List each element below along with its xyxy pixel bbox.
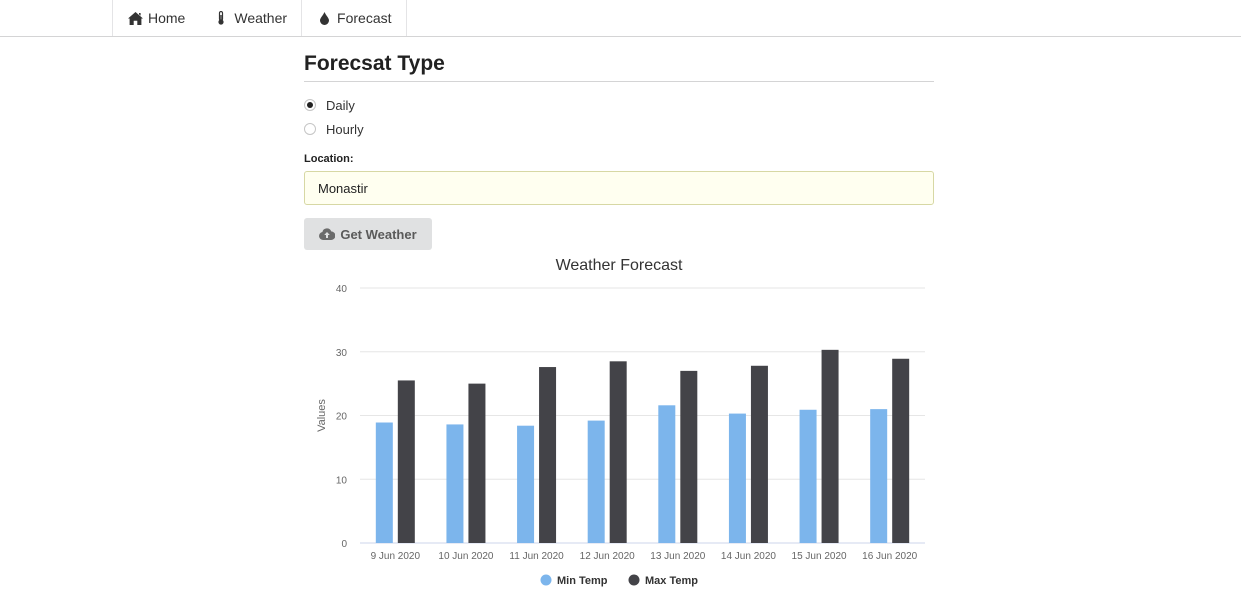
forecast-form: Forecsat Type Daily Hourly Location: Get… (304, 37, 934, 250)
y-tick-label: 20 (336, 412, 348, 423)
bar-max-temp (539, 367, 557, 543)
nav-label-home: Home (148, 10, 186, 26)
nav-item-weather[interactable]: Weather (199, 0, 301, 36)
nav-item-home[interactable]: Home (113, 0, 199, 36)
bar-min-temp (446, 424, 464, 543)
y-tick-label: 40 (336, 284, 348, 295)
page-title: Forecsat Type (304, 51, 934, 82)
radio-hourly-button[interactable] (304, 123, 316, 135)
x-tick-label: 13 Jun 2020 (650, 551, 705, 562)
bar-max-temp (750, 365, 768, 543)
bar-min-temp (587, 420, 605, 543)
bar-max-temp (821, 349, 839, 543)
bar-min-temp (870, 409, 888, 543)
x-tick-label: 10 Jun 2020 (438, 551, 493, 562)
nav-item-forecast[interactable]: Forecast (301, 0, 407, 36)
x-tick-label: 11 Jun 2020 (509, 551, 564, 562)
bar-min-temp (658, 405, 676, 543)
top-navigation: Home Weather Forecast (0, 0, 1241, 37)
x-tick-label: 16 Jun 2020 (862, 551, 917, 562)
y-tick-label: 10 (336, 475, 348, 486)
cloud-upload-icon (319, 228, 336, 240)
legend-marker (628, 574, 640, 586)
chart-svg: Weather Forecast 0 10 20 30 40 Values 9 Jun 202… (316, 257, 925, 587)
bar-max-temp (397, 380, 415, 543)
radio-daily-button[interactable] (304, 99, 316, 111)
nav-label-forecast: Forecast (337, 10, 392, 26)
nav-label-weather: Weather (234, 10, 288, 26)
bar-max-temp (609, 361, 627, 543)
radio-hourly-label: Hourly (326, 121, 364, 137)
home-icon (127, 10, 143, 26)
nav-menu: Home Weather Forecast (112, 0, 407, 36)
y-tick-label: 30 (336, 348, 348, 359)
weather-forecast-chart: Weather Forecast 0 10 20 30 40 Values 9 Jun 202… (304, 250, 934, 599)
bar-max-temp (468, 383, 486, 543)
get-weather-button[interactable]: Get Weather (304, 218, 432, 250)
bar-max-temp (892, 358, 910, 543)
x-tick-label: 14 Jun 2020 (721, 551, 776, 562)
bar-min-temp (375, 422, 393, 543)
bar-max-temp (680, 370, 698, 543)
y-axis-label: Values (316, 399, 328, 432)
y-tick-label: 0 (341, 539, 347, 550)
location-label: Location: (304, 153, 354, 165)
chart-title: Weather Forecast (556, 257, 683, 274)
get-weather-label: Get Weather (340, 226, 417, 242)
radio-daily-label: Daily (326, 97, 355, 113)
droplet-icon (316, 10, 332, 26)
bar-min-temp (799, 409, 817, 543)
legend-marker (540, 574, 552, 586)
location-input[interactable] (304, 171, 934, 205)
x-tick-label: 12 Jun 2020 (580, 551, 635, 562)
x-tick-label: 15 Jun 2020 (792, 551, 847, 562)
radio-daily[interactable]: Daily (304, 93, 934, 117)
forecast-type-radio-group: Daily Hourly (304, 93, 934, 141)
x-tick-label: 9 Jun 2020 (371, 551, 421, 562)
bar-min-temp (728, 413, 746, 543)
bar-min-temp (517, 425, 535, 543)
thermometer-icon (213, 10, 229, 26)
radio-hourly[interactable]: Hourly (304, 117, 934, 141)
legend-label: Max Temp (645, 575, 698, 587)
legend-label: Min Temp (557, 575, 608, 587)
